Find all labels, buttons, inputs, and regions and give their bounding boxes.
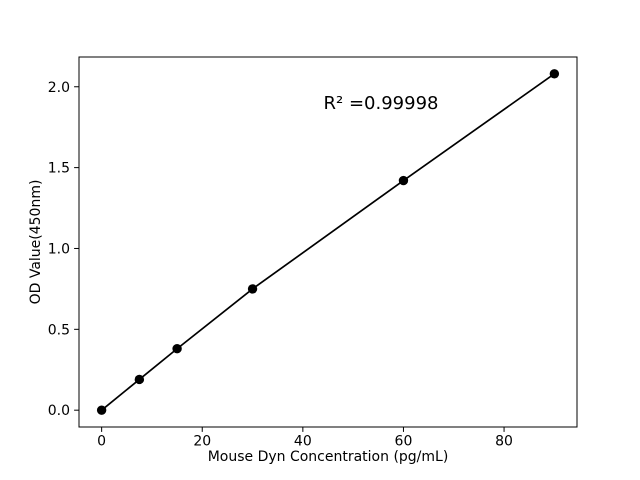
y-tick-label: 1.0	[48, 241, 70, 257]
data-point	[549, 69, 560, 79]
x-tick-label: 60	[395, 434, 413, 450]
y-axis-label: OD Value(450nm)	[28, 180, 44, 305]
r-squared-annotation: R² =0.99998	[324, 93, 439, 114]
data-point	[398, 175, 409, 186]
x-tick-label: 0	[97, 434, 106, 450]
y-tick-label: 0.5	[48, 322, 70, 338]
x-tick-label: 20	[193, 434, 211, 450]
data-point	[134, 374, 145, 385]
data-point	[247, 284, 258, 294]
plot-border	[78, 56, 578, 428]
x-tick-label: 80	[495, 434, 513, 450]
x-axis-label: Mouse Dyn Concentration (pg/mL)	[208, 449, 449, 465]
x-tick-label: 40	[294, 434, 312, 450]
y-tick-label: 2.0	[48, 80, 70, 96]
data-line	[100, 72, 556, 412]
y-tick-label: 0.0	[48, 403, 70, 419]
data-point	[96, 405, 107, 415]
y-tick-label: 1.5	[48, 161, 70, 177]
data-point	[172, 344, 182, 354]
